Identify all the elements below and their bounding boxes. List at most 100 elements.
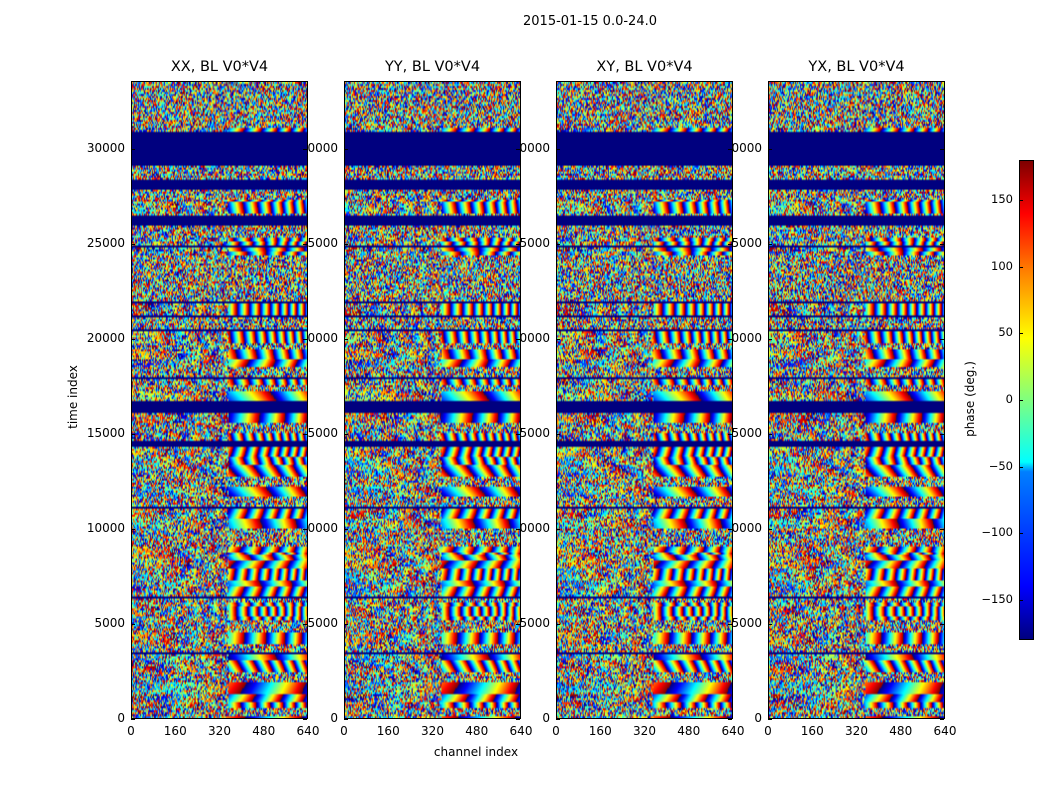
colorbar-tick-label: 150 (991, 192, 1013, 206)
y-tick-mark (728, 434, 732, 436)
y-tick-mark (556, 624, 560, 626)
y-tick-mark (556, 719, 560, 720)
y-tick-mark (303, 624, 307, 626)
y-tick-label: 15000 (723, 426, 762, 441)
x-tick-label: 480 (465, 724, 489, 738)
colorbar-tick-mark (1019, 533, 1023, 535)
y-tick-label: 20000 (511, 331, 550, 346)
colorbar-tick-label: −100 (981, 525, 1013, 540)
heatmap-panel (768, 81, 945, 719)
x-tick-label: 480 (889, 724, 913, 738)
colorbar-tick-mark (1019, 466, 1023, 468)
colorbar-tick-label: 100 (991, 258, 1013, 273)
x-tick-label: 0 (764, 724, 772, 738)
panel-title: YY, BL V0*V4 (384, 59, 481, 75)
y-tick-mark (728, 339, 732, 341)
y-tick-mark (940, 434, 944, 436)
y-tick-mark (131, 529, 135, 531)
heatmap-image (769, 82, 944, 718)
y-tick-label: 20000 (723, 331, 762, 346)
y-tick-label: 20000 (299, 331, 338, 346)
y-tick-mark (131, 719, 135, 720)
colorbar-label: phase (deg.) (963, 361, 977, 437)
y-tick-label: 10000 (511, 521, 550, 536)
y-tick-mark (303, 719, 307, 720)
y-tick-mark (516, 149, 520, 151)
y-tick-mark (556, 434, 560, 436)
y-tick-mark (768, 624, 772, 626)
y-tick-mark (344, 529, 348, 531)
x-tick-label: 320 (421, 724, 444, 738)
heatmap-panel (131, 81, 308, 719)
x-tick-label: 160 (376, 724, 400, 738)
heatmap-image (345, 82, 520, 718)
y-tick-mark (940, 624, 944, 626)
y-tick-label: 25000 (299, 236, 338, 251)
y-tick-label: 0 (117, 711, 125, 725)
y-tick-label: 0 (542, 711, 550, 725)
x-tick-label: 160 (163, 724, 187, 738)
y-tick-mark (131, 339, 135, 341)
x-tick-label: 640 (509, 724, 533, 738)
x-tick-label: 0 (552, 724, 560, 738)
y-tick-mark (940, 339, 944, 341)
y-tick-label: 25000 (723, 236, 762, 251)
y-tick-mark (556, 244, 560, 246)
y-tick-mark (303, 244, 307, 246)
y-tick-label: 10000 (299, 521, 338, 536)
y-tick-mark (516, 434, 520, 436)
x-tick-label: 320 (845, 724, 868, 738)
heatmap-panel (556, 81, 733, 719)
panel-title: XY, BL V0*V4 (596, 59, 693, 75)
y-tick-label: 30000 (86, 141, 125, 156)
x-tick-label: 640 (721, 724, 745, 738)
y-tick-mark (728, 529, 732, 531)
y-tick-mark (516, 244, 520, 246)
y-tick-mark (303, 529, 307, 531)
y-tick-mark (768, 244, 772, 246)
x-tick-label: 480 (252, 724, 276, 738)
colorbar-tick-mark (1019, 400, 1023, 401)
colorbar-tick-label: 0 (1005, 392, 1013, 406)
x-tick-label: 0 (127, 724, 135, 738)
colorbar-tick-label: −50 (988, 458, 1013, 473)
y-tick-label: 10000 (86, 521, 125, 536)
y-tick-mark (940, 149, 944, 151)
y-tick-mark (131, 149, 135, 151)
y-tick-label: 5000 (94, 616, 125, 631)
y-tick-mark (556, 529, 560, 531)
x-tick-label: 640 (933, 724, 957, 738)
y-tick-label: 5000 (519, 616, 550, 631)
colorbar-tick-label: −150 (981, 592, 1013, 606)
y-tick-mark (131, 624, 135, 626)
y-tick-mark (516, 719, 520, 720)
y-tick-mark (728, 244, 732, 246)
colorbar-tick-label: 50 (998, 325, 1013, 340)
y-tick-mark (303, 339, 307, 341)
x-tick-label: 0 (340, 724, 348, 738)
y-tick-label: 15000 (299, 426, 338, 441)
y-tick-mark (940, 529, 944, 531)
y-tick-mark (728, 149, 732, 151)
y-tick-mark (516, 339, 520, 341)
y-tick-label: 30000 (723, 141, 762, 156)
colorbar-tick-mark (1019, 600, 1023, 601)
x-axis-label: channel index (433, 745, 519, 759)
heatmap-panel (344, 81, 521, 719)
y-tick-mark (768, 434, 772, 436)
figure-title: 2015-01-15 0.0-24.0 (523, 14, 657, 29)
y-tick-mark (940, 244, 944, 246)
heatmap-image (557, 82, 732, 718)
y-tick-mark (768, 719, 772, 720)
y-tick-mark (303, 434, 307, 436)
heatmap-image (132, 82, 307, 718)
y-tick-mark (344, 719, 348, 720)
y-tick-mark (768, 149, 772, 151)
y-tick-mark (303, 149, 307, 151)
y-tick-mark (768, 339, 772, 341)
colorbar-tick-mark (1019, 266, 1023, 268)
y-tick-mark (516, 624, 520, 626)
x-tick-label: 160 (588, 724, 612, 738)
y-tick-label: 0 (754, 711, 762, 725)
panel-title: XX, BL V0*V4 (170, 59, 269, 75)
